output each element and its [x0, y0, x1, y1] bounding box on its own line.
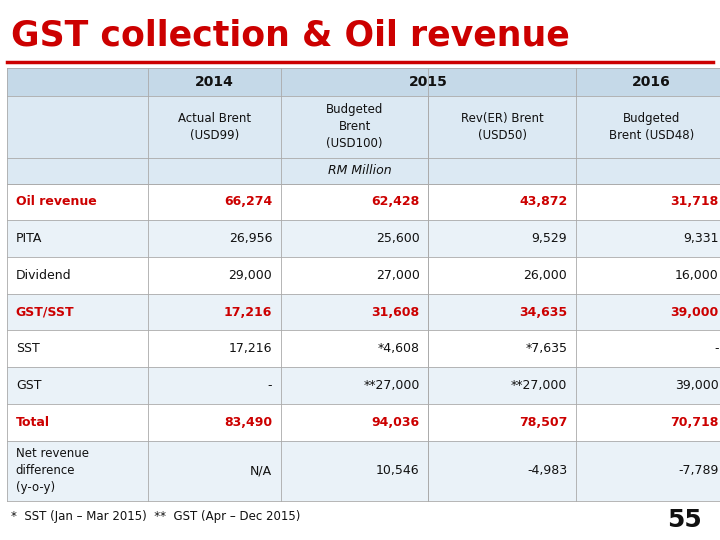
Text: 9,331: 9,331: [683, 232, 719, 245]
Text: 29,000: 29,000: [228, 269, 272, 282]
FancyBboxPatch shape: [7, 330, 720, 367]
FancyBboxPatch shape: [7, 220, 720, 257]
Text: 26,956: 26,956: [229, 232, 272, 245]
Text: 25,600: 25,600: [376, 232, 420, 245]
Text: 94,036: 94,036: [372, 416, 420, 429]
FancyBboxPatch shape: [7, 257, 720, 294]
Text: 10,546: 10,546: [376, 464, 420, 477]
Text: 31,608: 31,608: [372, 306, 420, 319]
Text: 9,529: 9,529: [532, 232, 567, 245]
FancyBboxPatch shape: [7, 404, 720, 441]
Text: 66,274: 66,274: [224, 195, 272, 208]
Text: 70,718: 70,718: [670, 416, 719, 429]
Text: 62,428: 62,428: [372, 195, 420, 208]
FancyBboxPatch shape: [7, 96, 720, 158]
Text: 39,000: 39,000: [670, 306, 719, 319]
FancyBboxPatch shape: [7, 68, 720, 96]
Text: Total: Total: [16, 416, 50, 429]
Text: -7,789: -7,789: [678, 464, 719, 477]
Text: Rev(ER) Brent
(USD50): Rev(ER) Brent (USD50): [461, 112, 544, 141]
Text: 83,490: 83,490: [224, 416, 272, 429]
Text: 78,507: 78,507: [519, 416, 567, 429]
Text: -: -: [714, 342, 719, 355]
Text: N/A: N/A: [250, 464, 272, 477]
Text: GST: GST: [16, 379, 41, 392]
Text: 34,635: 34,635: [519, 306, 567, 319]
Text: 26,000: 26,000: [523, 269, 567, 282]
Text: 2014: 2014: [195, 75, 233, 89]
FancyBboxPatch shape: [7, 367, 720, 404]
Text: 27,000: 27,000: [376, 269, 420, 282]
Text: PITA: PITA: [16, 232, 42, 245]
FancyBboxPatch shape: [7, 294, 720, 330]
FancyBboxPatch shape: [7, 441, 720, 501]
Text: **27,000: **27,000: [364, 379, 420, 392]
Text: Net revenue
difference
(y-o-y): Net revenue difference (y-o-y): [16, 448, 89, 495]
FancyBboxPatch shape: [7, 158, 720, 184]
Text: 55: 55: [667, 508, 702, 532]
Text: Oil revenue: Oil revenue: [16, 195, 96, 208]
Text: Budgeted
Brent
(USD100): Budgeted Brent (USD100): [326, 103, 383, 150]
Text: 31,718: 31,718: [670, 195, 719, 208]
Text: Actual Brent
(USD99): Actual Brent (USD99): [178, 112, 251, 141]
Text: 16,000: 16,000: [675, 269, 719, 282]
Text: SST: SST: [16, 342, 40, 355]
Text: RM Million: RM Million: [328, 164, 392, 177]
Text: GST collection & Oil revenue: GST collection & Oil revenue: [11, 19, 570, 53]
Text: GST/SST: GST/SST: [16, 306, 74, 319]
Text: Budgeted
Brent (USD48): Budgeted Brent (USD48): [609, 112, 694, 141]
Text: -: -: [268, 379, 272, 392]
Text: 2016: 2016: [632, 75, 671, 89]
Text: 39,000: 39,000: [675, 379, 719, 392]
Text: 17,216: 17,216: [229, 342, 272, 355]
Text: 43,872: 43,872: [519, 195, 567, 208]
FancyBboxPatch shape: [7, 184, 720, 220]
Text: -4,983: -4,983: [527, 464, 567, 477]
Text: *  SST (Jan – Mar 2015)  **  GST (Apr – Dec 2015): * SST (Jan – Mar 2015) ** GST (Apr – Dec…: [11, 510, 300, 523]
Text: **27,000: **27,000: [511, 379, 567, 392]
Text: 2015: 2015: [409, 75, 448, 89]
Text: *7,635: *7,635: [526, 342, 567, 355]
Text: Dividend: Dividend: [16, 269, 71, 282]
Text: *4,608: *4,608: [378, 342, 420, 355]
Text: 17,216: 17,216: [224, 306, 272, 319]
